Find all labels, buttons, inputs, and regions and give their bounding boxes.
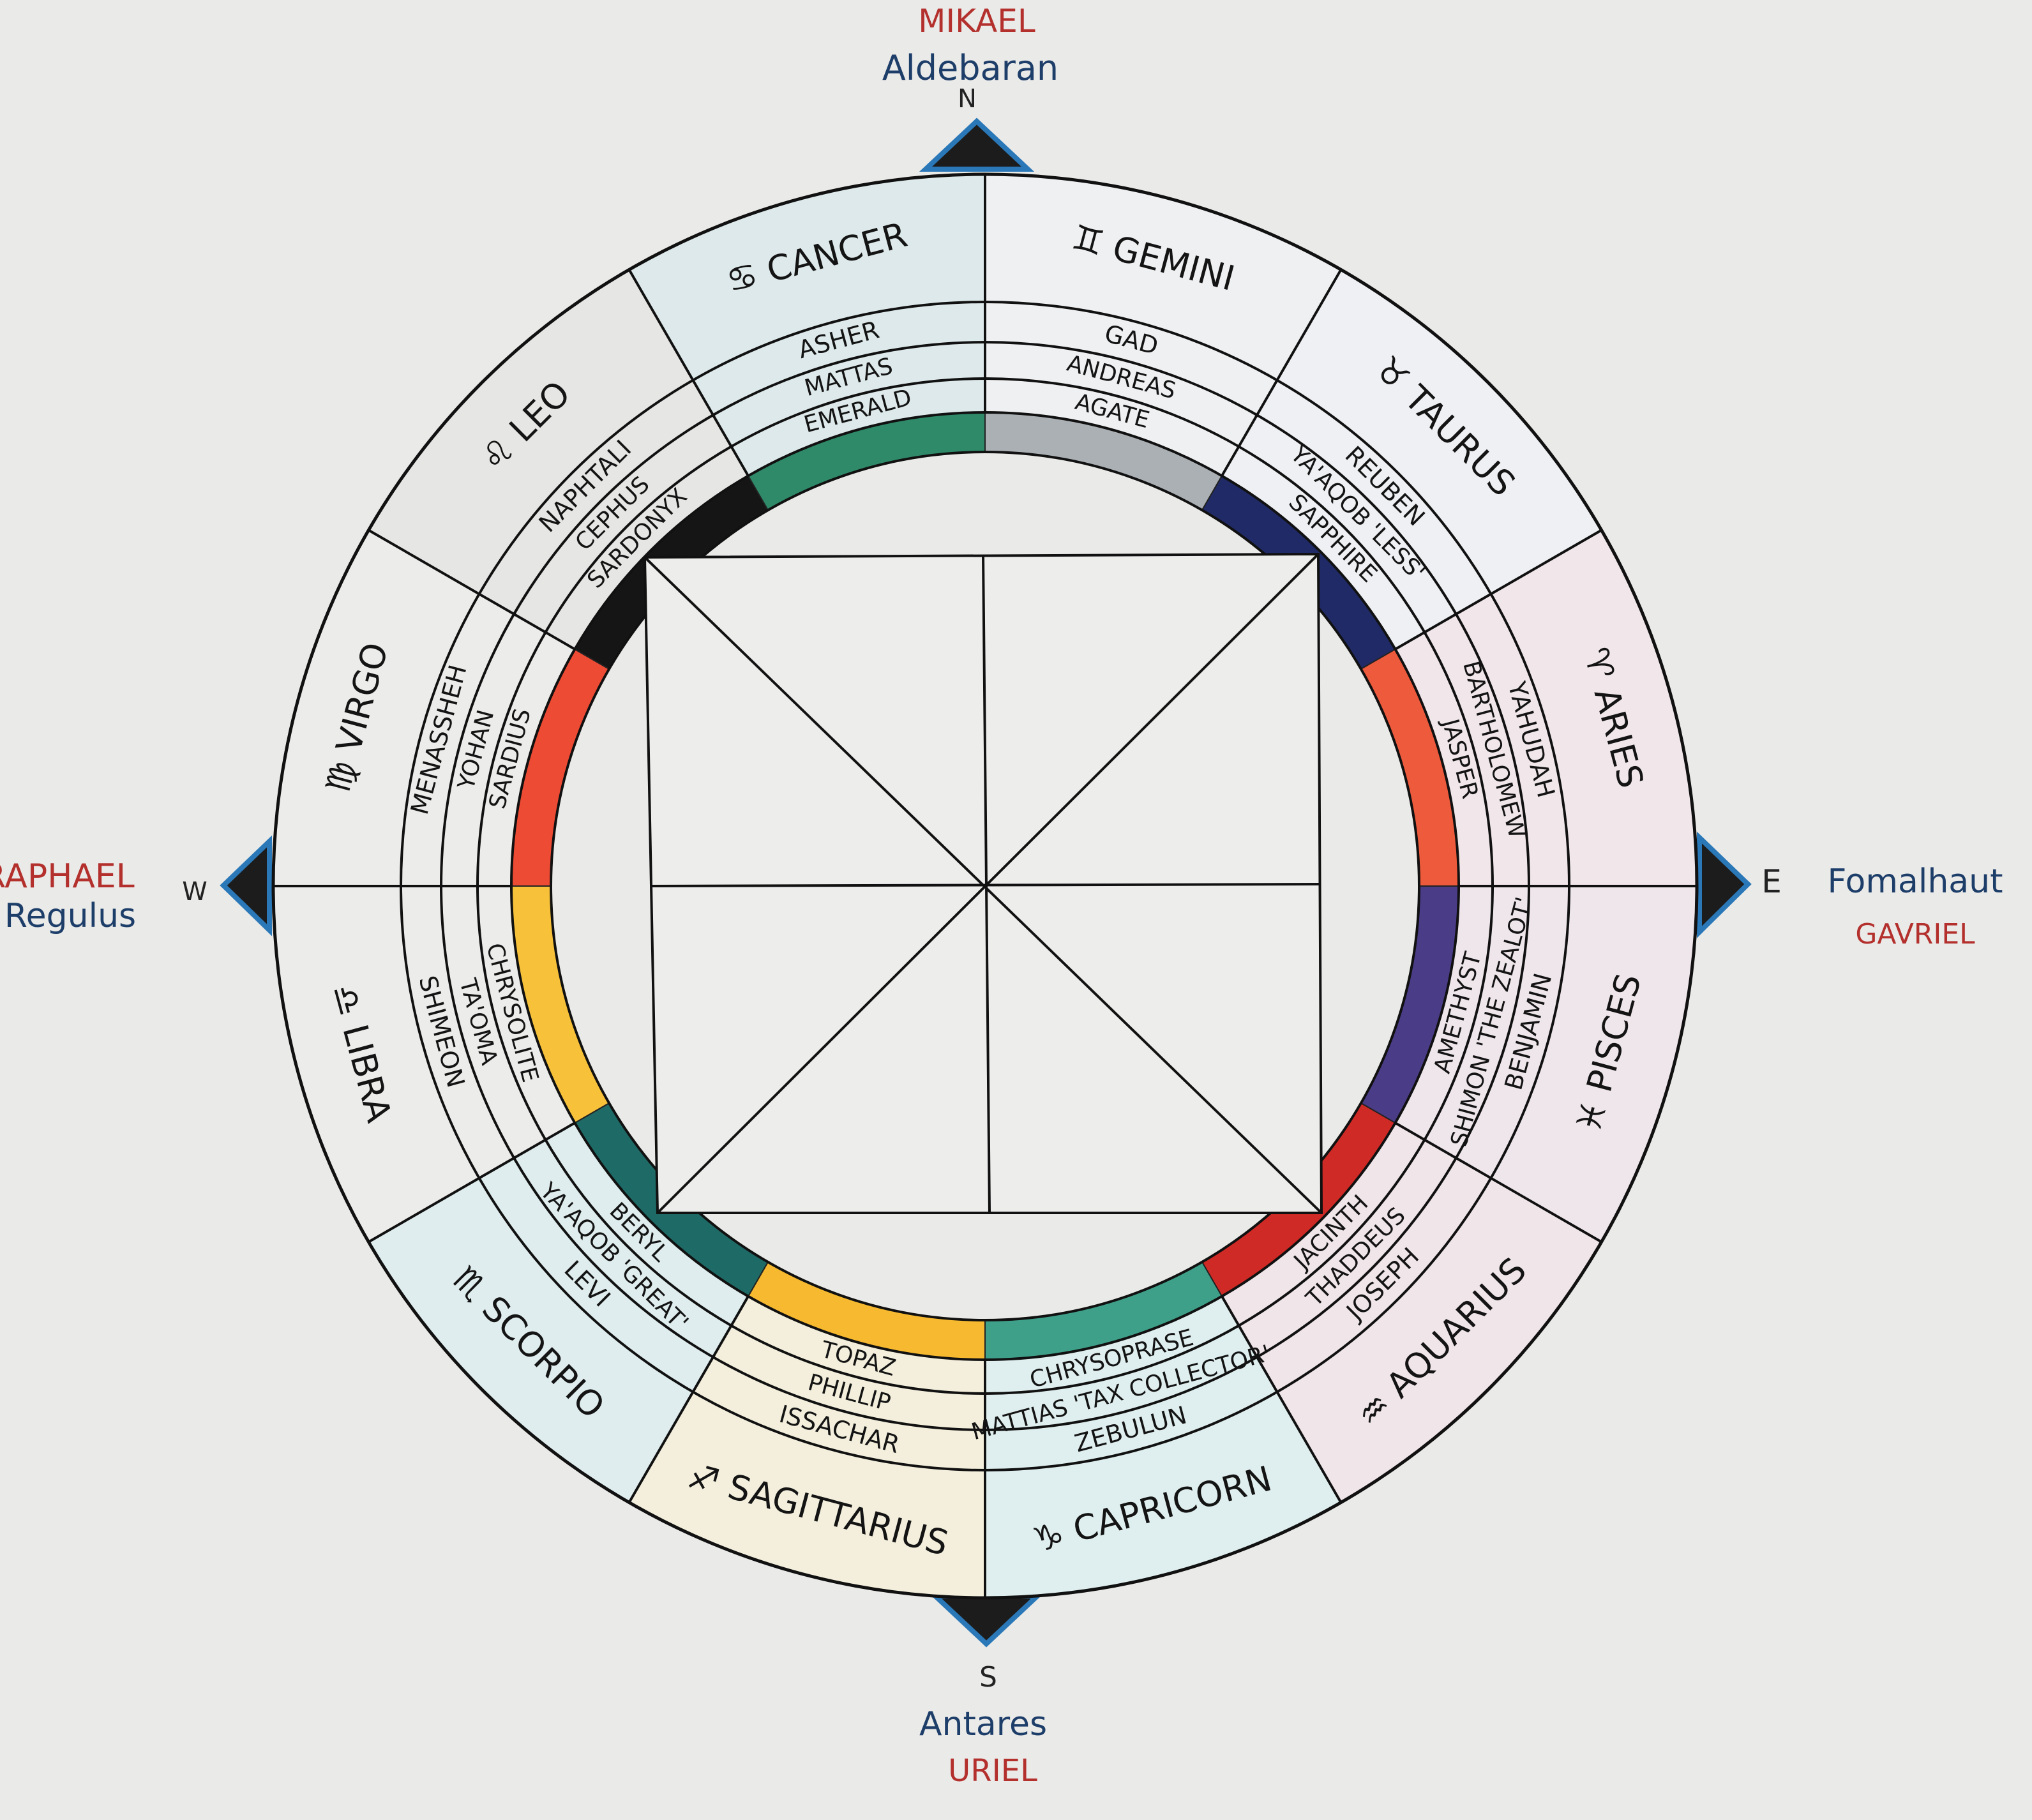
sector-divider: [368, 529, 576, 651]
sector-background: [368, 269, 748, 649]
sector-background: [368, 1123, 748, 1503]
north-marker-icon: [919, 117, 1035, 172]
sector-background: [985, 174, 1341, 476]
east-letter: E: [1761, 863, 1782, 900]
east-marker-icon: [1697, 831, 1752, 938]
sector-divider: [1394, 1122, 1602, 1244]
sector-divider: [1221, 1295, 1343, 1503]
west-angel-label: RAPHAEL: [0, 857, 135, 896]
south-angel-label: URIEL: [948, 1753, 1037, 1789]
sector-divider: [628, 269, 749, 477]
south-star-label: Antares: [919, 1705, 1047, 1743]
west-letter: W: [182, 877, 207, 906]
sector-background: [273, 530, 575, 886]
sector-background: [1395, 886, 1697, 1242]
east-angel-label: GAVRIEL: [1855, 918, 1975, 951]
sector-background: [1395, 530, 1697, 886]
compass-south: S Antares URIEL: [919, 1593, 1047, 1789]
compass-west: W RAPHAEL Regulus: [0, 835, 272, 936]
compass-north: MIKAEL Aldebaran N: [882, 3, 1058, 172]
north-letter: N: [958, 84, 977, 114]
sector-backgrounds: [273, 174, 1697, 1598]
sector-divider: [1394, 529, 1602, 651]
sector-background: [985, 1296, 1341, 1598]
ring-circle: [550, 451, 1420, 1321]
north-angel-label: MIKAEL: [918, 3, 1035, 40]
sector-dividers: [273, 174, 1697, 1598]
south-letter: S: [979, 1661, 997, 1694]
sector-background: [1222, 269, 1602, 649]
center-square: [643, 552, 1323, 1214]
sector-background: [629, 174, 985, 476]
west-marker-icon: [220, 835, 272, 936]
north-star-label: Aldebaran: [882, 48, 1058, 88]
east-star-label: Fomalhaut: [1827, 862, 2003, 901]
sector-background: [629, 1296, 985, 1598]
sector-divider: [368, 1122, 576, 1244]
compass-east: E Fomalhaut GAVRIEL: [1697, 831, 2003, 951]
sector-divider: [1221, 269, 1343, 477]
sector-divider: [628, 1295, 749, 1503]
horizontal-line: [651, 883, 1321, 887]
sector-background: [273, 886, 575, 1242]
diagonal-line: [656, 553, 1320, 1214]
sector-background: [1222, 1123, 1602, 1503]
west-star-label: Regulus: [4, 897, 136, 935]
